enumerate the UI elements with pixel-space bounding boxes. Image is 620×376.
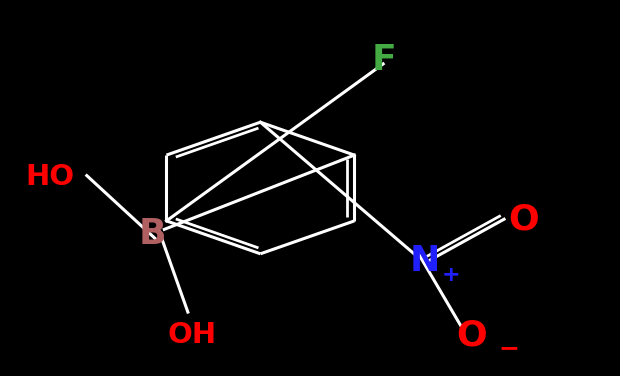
- Text: OH: OH: [167, 321, 217, 349]
- Text: O: O: [508, 203, 539, 237]
- Text: N: N: [410, 244, 440, 278]
- Text: HO: HO: [25, 163, 74, 191]
- Text: −: −: [498, 336, 519, 360]
- Text: F: F: [372, 43, 397, 77]
- Text: +: +: [442, 265, 461, 285]
- Text: B: B: [138, 217, 166, 251]
- Text: O: O: [456, 318, 487, 352]
